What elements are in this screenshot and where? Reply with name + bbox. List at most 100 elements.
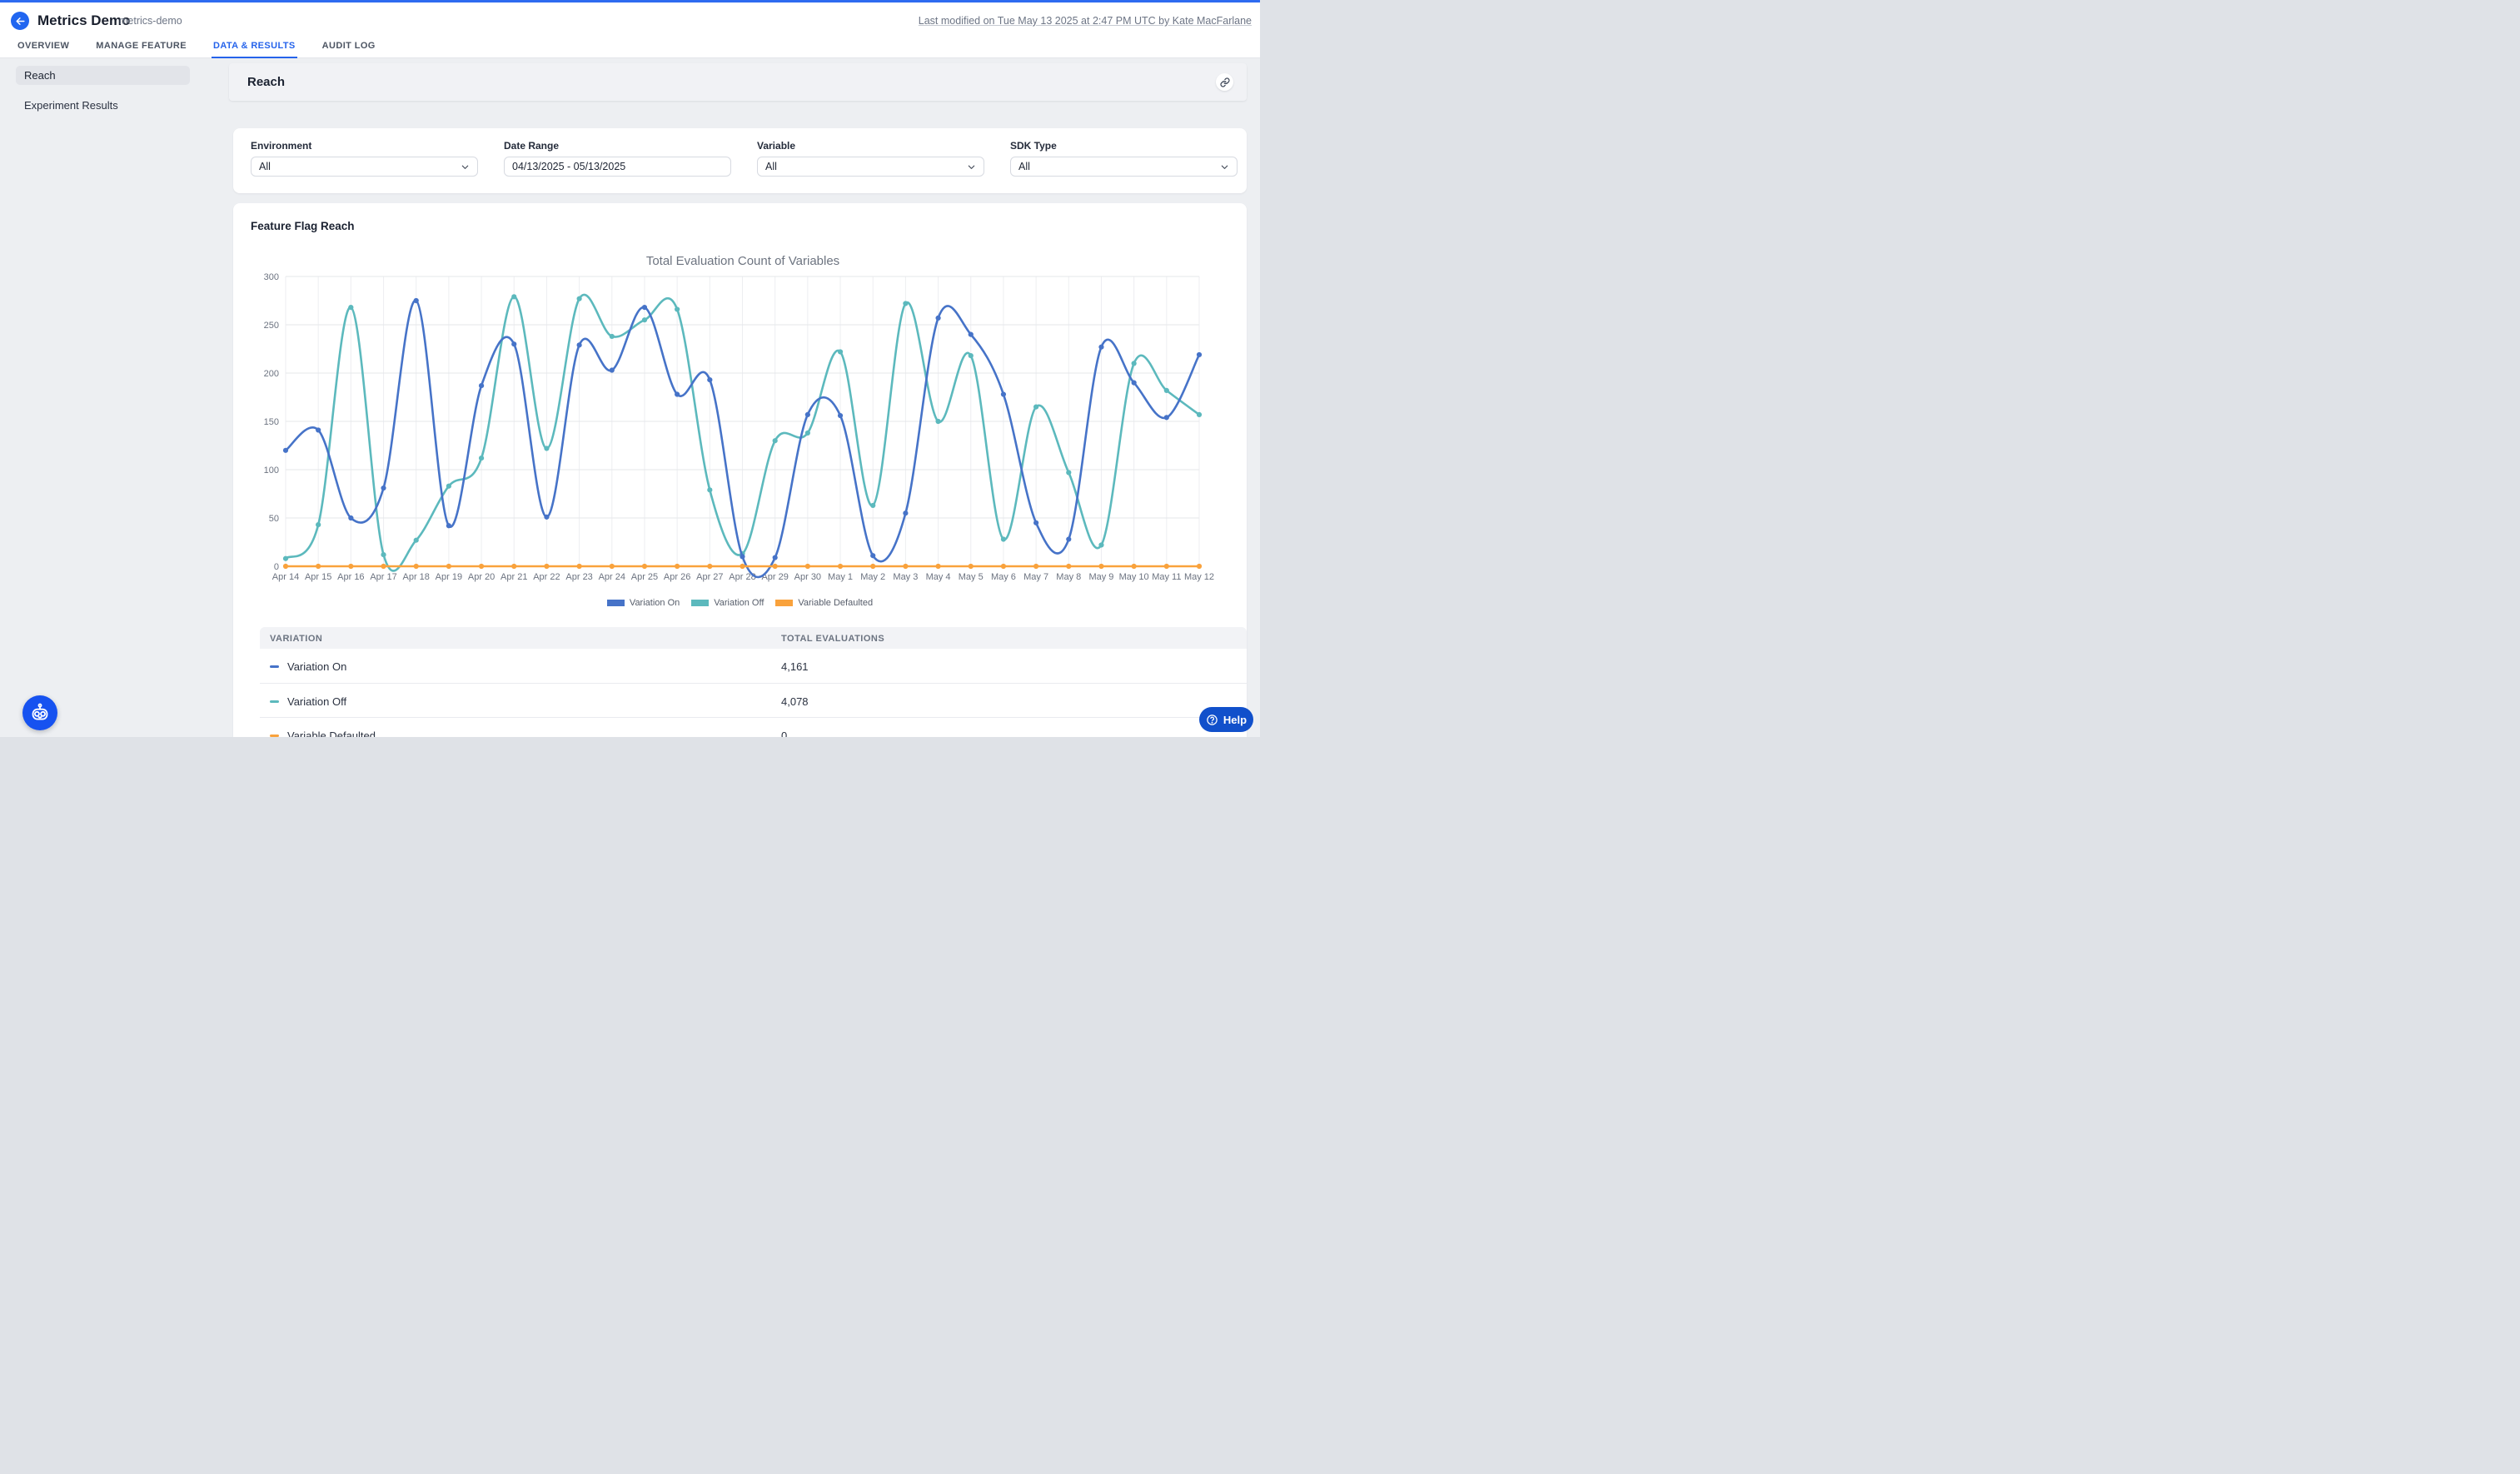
tab-data-results[interactable]: DATA & RESULTS	[212, 37, 297, 57]
table-row-variable-defaulted: Variable Defaulted0	[260, 718, 1247, 737]
reach-chart-card: Feature Flag Reach Total Evaluation Coun…	[233, 203, 1247, 737]
data-point	[838, 564, 843, 569]
tab-audit-log[interactable]: AUDIT LOG	[321, 37, 377, 57]
filter-select-sdk-type[interactable]: All	[1010, 157, 1238, 177]
data-point	[935, 419, 940, 424]
series-color-dash	[270, 700, 279, 703]
data-point	[544, 515, 549, 520]
data-point	[316, 564, 321, 569]
series-color-dash	[270, 735, 279, 737]
x-axis-tick-label: Apr 30	[794, 572, 821, 582]
data-point	[577, 296, 582, 301]
data-point	[1033, 564, 1038, 569]
filter-value: All	[259, 161, 461, 172]
back-button[interactable]	[11, 12, 29, 30]
table-header-row: VARIATION TOTAL EVALUATIONS	[260, 627, 1247, 649]
data-point	[610, 367, 615, 372]
data-point	[903, 510, 908, 515]
data-point	[1098, 542, 1103, 547]
data-point	[610, 564, 615, 569]
filter-label: Date Range	[504, 140, 731, 152]
data-point	[1001, 564, 1006, 569]
last-modified-text[interactable]: Last modified on Tue May 13 2025 at 2:47…	[919, 15, 1252, 27]
help-button[interactable]: Help	[1199, 707, 1253, 732]
filter-group-environment: EnvironmentAll	[251, 140, 478, 177]
series-color-dash	[270, 665, 279, 668]
data-point	[1066, 536, 1071, 541]
x-axis-tick-label: May 7	[1023, 572, 1048, 582]
sidebar-item-reach[interactable]: Reach	[16, 66, 190, 85]
data-point	[316, 522, 321, 527]
data-point	[642, 317, 647, 322]
data-point	[935, 564, 940, 569]
arrow-left-icon	[15, 16, 26, 27]
table-row-variation-on: Variation On4,161	[260, 649, 1247, 684]
chart-title: Total Evaluation Count of Variables	[646, 254, 839, 268]
data-point	[1033, 520, 1038, 525]
filter-select-environment[interactable]: All	[251, 157, 478, 177]
column-header-total-evaluations: TOTAL EVALUATIONS	[781, 634, 884, 644]
data-point	[740, 564, 745, 569]
data-point	[1066, 470, 1071, 475]
legend-swatch	[607, 600, 625, 606]
variation-table: VARIATION TOTAL EVALUATIONS Variation On…	[260, 627, 1247, 737]
legend-item-variable-defaulted[interactable]: Variable Defaulted	[775, 598, 873, 608]
filters-card: EnvironmentAll Date Range 04/13/2025 - 05/…	[233, 128, 1247, 193]
x-axis-tick-label: Apr 14	[272, 572, 299, 582]
data-point	[707, 564, 712, 569]
legend-item-variation-on[interactable]: Variation On	[607, 598, 680, 608]
section-header: Reach	[229, 63, 1247, 101]
tab-overview[interactable]: OVERVIEW	[16, 37, 71, 57]
assistant-robot-button[interactable]	[22, 695, 57, 730]
data-point	[870, 564, 875, 569]
data-point	[870, 553, 875, 558]
table-body: Variation On4,161Variation Off4,078Varia…	[260, 649, 1247, 737]
data-point	[1197, 564, 1202, 569]
legend-label: Variation Off	[714, 598, 764, 608]
data-point	[1132, 361, 1137, 366]
y-axis-tick-label: 50	[269, 514, 279, 524]
evaluation-count-chart: Total Evaluation Count of Variables 0501…	[233, 246, 1247, 621]
x-axis-tick-label: Apr 17	[370, 572, 396, 582]
data-point	[446, 523, 451, 528]
data-point	[511, 564, 516, 569]
sidebar-item-experiment-results[interactable]: Experiment Results	[16, 96, 190, 115]
data-point	[316, 427, 321, 432]
data-point	[446, 564, 451, 569]
legend-item-variation-off[interactable]: Variation Off	[691, 598, 764, 608]
data-point	[805, 431, 810, 436]
date-range-input[interactable]: 04/13/2025 - 05/13/2025	[504, 157, 731, 177]
chevron-down-icon	[967, 162, 976, 172]
tab-manage-feature[interactable]: MANAGE FEATURE	[94, 37, 188, 57]
app-header: Metrics Demo metrics-demo Last modified …	[0, 2, 1260, 37]
x-axis-tick-label: Apr 26	[664, 572, 690, 582]
data-point	[903, 301, 908, 306]
filter-value: All	[1018, 161, 1220, 172]
data-point	[1132, 564, 1137, 569]
data-point	[283, 448, 288, 453]
filter-select-variable[interactable]: All	[757, 157, 984, 177]
x-axis-tick-label: May 2	[860, 572, 885, 582]
data-point	[348, 305, 353, 310]
table-row-variation-off: Variation Off4,078	[260, 684, 1247, 719]
data-point	[838, 349, 843, 354]
data-point	[577, 342, 582, 347]
x-axis-tick-label: Apr 18	[403, 572, 430, 582]
x-axis-tick-label: Apr 22	[533, 572, 560, 582]
column-header-variation: VARIATION	[270, 634, 322, 644]
data-point	[1164, 415, 1169, 420]
x-axis-tick-label: May 5	[959, 572, 984, 582]
y-axis-tick-label: 300	[264, 272, 279, 282]
page-title: Metrics Demo	[37, 12, 130, 29]
x-axis-tick-label: Apr 24	[599, 572, 625, 582]
legend-label: Variable Defaulted	[798, 598, 873, 608]
x-axis-tick-label: May 12	[1184, 572, 1214, 582]
variation-cell: Variation On	[270, 660, 346, 673]
data-point	[381, 564, 386, 569]
filter-group-variable: VariableAll	[757, 140, 984, 177]
robot-icon	[29, 702, 51, 724]
data-point	[707, 377, 712, 382]
y-axis-tick-label: 250	[264, 321, 279, 331]
link-icon	[1220, 77, 1230, 87]
copy-link-button[interactable]	[1216, 73, 1233, 91]
